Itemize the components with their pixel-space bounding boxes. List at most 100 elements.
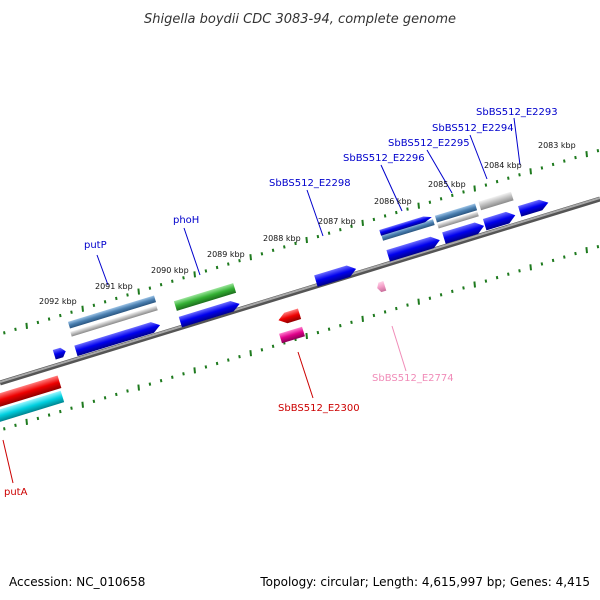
lower-tick-mark — [36, 416, 40, 421]
gene-cluster-steel-1[interactable] — [381, 219, 435, 241]
label-e2296[interactable]: SbBS512_E2296 — [343, 153, 425, 164]
leader-putP — [96, 254, 109, 286]
upper-tick-mark — [563, 159, 566, 163]
label-e2295[interactable]: SbBS512_E2295 — [388, 138, 470, 149]
lower-tick-mark — [59, 409, 62, 414]
upper-tick-mark — [137, 288, 140, 295]
lower-tick-mark — [439, 293, 443, 297]
gene-E2774[interactable] — [376, 281, 387, 293]
upper-tick-mark — [182, 276, 185, 280]
lower-tick-mark — [473, 281, 476, 288]
lower-tick-mark — [238, 354, 241, 359]
gene-putP-region-upper[interactable] — [67, 295, 157, 329]
lower-tick-mark — [383, 310, 387, 314]
label-e2298[interactable]: SbBS512_E2298 — [269, 178, 351, 189]
gene-cluster-grey-2[interactable] — [437, 211, 479, 229]
gene-E2294[interactable] — [482, 210, 517, 231]
upper-tick-mark — [14, 327, 17, 332]
leader-e2298 — [306, 189, 324, 237]
upper-tick-mark — [70, 310, 73, 314]
lower-tick-mark — [227, 358, 230, 362]
leader-e2296 — [380, 164, 403, 212]
lower-tick-mark — [417, 298, 420, 305]
upper-tick-mark — [159, 282, 163, 287]
lower-tick-mark — [451, 289, 454, 294]
upper-tick-mark — [361, 219, 364, 226]
gene-putA-red[interactable] — [0, 375, 62, 409]
upper-tick-mark — [36, 320, 40, 325]
lower-tick-track — [3, 245, 600, 431]
upper-tick-mark — [103, 300, 107, 304]
gene-E2296[interactable] — [386, 234, 441, 262]
upper-tick-mark — [3, 331, 6, 335]
upper-tick-mark — [596, 149, 600, 153]
upper-tick-mark — [540, 166, 544, 170]
label-e2774[interactable]: SbBS512_E2774 — [372, 373, 454, 384]
genome-summary-text: Topology: circular; Length: 4,615,997 bp… — [259, 575, 590, 589]
upper-tick-mark — [428, 200, 432, 204]
upper-tick-mark — [193, 271, 196, 278]
upper-tick-mark — [327, 231, 331, 235]
lower-tick-mark — [395, 306, 398, 311]
label-e2294[interactable]: SbBS512_E2294 — [432, 123, 514, 134]
gene-phoH[interactable] — [173, 283, 237, 311]
label-putP[interactable]: putP — [84, 240, 107, 251]
upper-tick-mark — [283, 245, 286, 249]
gene-cluster-steel-2[interactable] — [434, 203, 478, 223]
leader-phoH — [183, 227, 201, 276]
feature-labels: putP phoH SbBS512_E2298 SbBS512_E2296 Sb… — [4, 107, 558, 498]
label-putA[interactable]: putA — [4, 487, 28, 498]
upper-tick-mark — [227, 262, 230, 266]
upper-tick-mark — [406, 207, 409, 211]
tick-label-2085: 2085 kbp — [428, 180, 466, 189]
gene-phoH-partner[interactable] — [178, 299, 242, 328]
gene-E2298[interactable] — [314, 263, 358, 287]
lower-tick-mark — [193, 367, 196, 374]
lower-tick-mark — [3, 427, 6, 431]
upper-tick-mark — [462, 190, 465, 194]
gene-features — [0, 191, 550, 424]
label-e2300[interactable]: SbBS512_E2300 — [278, 403, 360, 414]
lower-tick-mark — [249, 350, 252, 357]
gene-E2300-red[interactable] — [277, 308, 302, 326]
upper-tick-mark — [115, 296, 118, 301]
gene-E2293[interactable] — [518, 197, 550, 217]
upper-tick-mark — [507, 176, 510, 180]
lower-tick-mark — [215, 361, 219, 366]
upper-tick-track — [3, 149, 600, 335]
lower-tick-mark — [327, 327, 331, 331]
gene-small-left[interactable] — [52, 346, 67, 360]
upper-tick-mark — [204, 269, 208, 273]
upper-tick-mark — [439, 197, 443, 201]
gene-putP[interactable] — [74, 320, 161, 357]
gene-cluster-grey-3[interactable] — [478, 191, 514, 211]
upper-tick-mark — [518, 173, 521, 177]
lower-tick-mark — [585, 247, 588, 254]
lower-tick-mark — [339, 324, 342, 328]
upper-tick-mark — [484, 183, 488, 187]
upper-tick-mark — [417, 202, 420, 209]
gene-putP-region-lower[interactable] — [70, 305, 158, 337]
lower-tick-mark — [25, 418, 28, 426]
gene-E2295[interactable] — [442, 220, 486, 244]
upper-tick-mark — [81, 305, 84, 312]
leader-e2774 — [391, 325, 407, 372]
leader-lines — [2, 117, 521, 484]
lower-tick-mark — [126, 389, 129, 393]
label-phoH[interactable]: phoH — [173, 215, 199, 226]
gene-E2300[interactable] — [279, 326, 305, 344]
lower-tick-mark — [115, 392, 118, 397]
upper-tick-mark — [350, 224, 353, 228]
gene-putA-cyan[interactable] — [0, 390, 65, 424]
upper-tick-mark — [92, 303, 96, 307]
upper-tick-mark — [339, 228, 342, 232]
label-e2293[interactable]: SbBS512_E2293 — [476, 107, 558, 118]
gene-cluster-blue-top[interactable] — [379, 214, 432, 236]
lower-tick-mark — [406, 303, 409, 307]
upper-tick-mark — [271, 248, 275, 253]
lower-tick-mark — [81, 401, 84, 408]
lower-tick-mark — [70, 406, 73, 410]
upper-tick-mark — [473, 185, 476, 192]
upper-tick-mark — [395, 210, 398, 215]
